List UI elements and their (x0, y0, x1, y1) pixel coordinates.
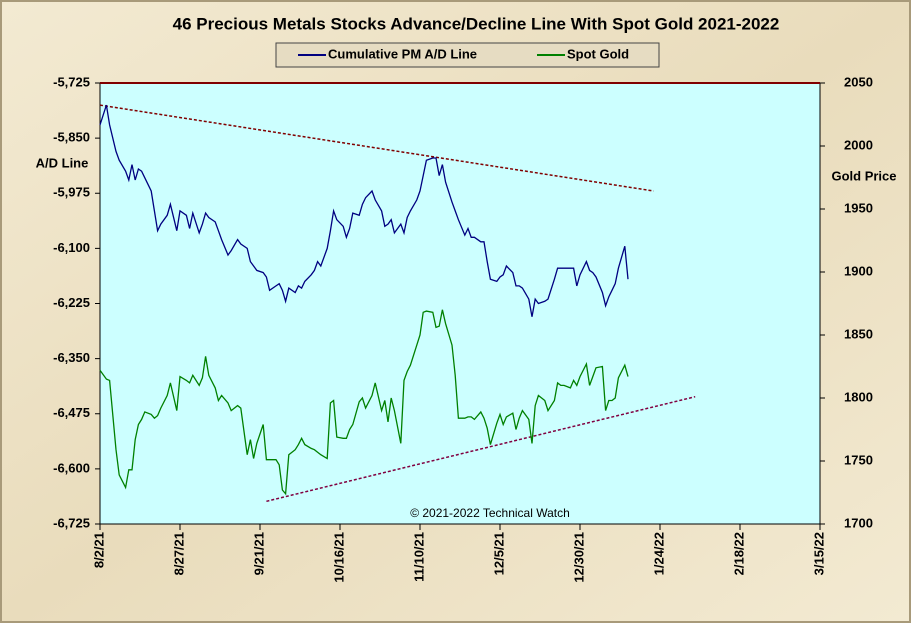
y2-tick-label: 1800 (844, 389, 873, 404)
y-tick-label: -5,725 (53, 74, 90, 89)
y2-tick-label: 2050 (844, 74, 873, 89)
y-tick-label: -6,350 (53, 350, 90, 365)
series-line (99, 104, 629, 317)
x-tick-label: 10/16/21 (331, 532, 346, 583)
legend-label: Cumulative PM A/D Line (328, 46, 477, 61)
y2-tick-label: 2000 (844, 137, 873, 152)
x-tick-label: 8/2/21 (91, 532, 106, 568)
y2-tick-label: 1850 (844, 326, 873, 341)
y-tick-label: -6,225 (53, 295, 90, 310)
annotation: © 2021-2022 Technical Watch (410, 506, 570, 520)
x-tick-label: 9/21/21 (251, 532, 266, 575)
y2-axis-label: Gold Price (831, 168, 896, 183)
trend-line (99, 104, 654, 192)
y-tick-label: -5,975 (53, 185, 90, 200)
y2-tick-label: 1700 (844, 515, 873, 530)
y2-tick-label: 1900 (844, 263, 873, 278)
y-tick-label: -5,850 (53, 130, 90, 145)
y2-tick-label: 1750 (844, 452, 873, 467)
legend-label: Spot Gold (567, 46, 629, 61)
y-tick-label: -6,600 (53, 460, 90, 475)
legend: Cumulative PM A/D Line Spot Gold (298, 46, 629, 61)
x-tick-label: 3/15/22 (811, 532, 826, 575)
legend-box (275, 42, 660, 68)
trend-line (266, 395, 696, 503)
y2-tick-label: 1950 (844, 200, 873, 215)
y-tick-label: -6,725 (53, 515, 90, 530)
plot-area (100, 83, 820, 524)
x-tick-label: 2/18/22 (731, 532, 746, 575)
chart-title: 46 Precious Metals Stocks Advance/Declin… (173, 14, 780, 33)
x-tick-label: 12/30/21 (571, 532, 586, 583)
x-tick-label: 8/27/21 (171, 532, 186, 575)
y-axis-label: A/D Line (36, 155, 89, 170)
series-line (99, 309, 629, 496)
x-tick-label: 1/24/22 (651, 532, 666, 575)
y-tick-label: -6,100 (53, 240, 90, 255)
x-tick-label: 12/5/21 (491, 532, 506, 575)
y-tick-label: -6,475 (53, 405, 90, 420)
x-tick-label: 11/10/21 (411, 532, 426, 582)
